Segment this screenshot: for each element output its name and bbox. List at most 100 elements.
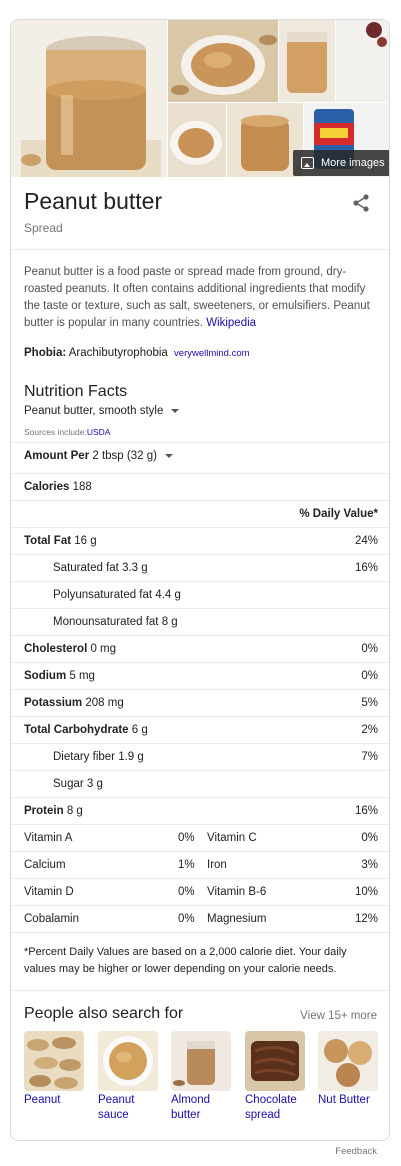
vitamin-row: Vitamin A 0% Vitamin C 0% [11,824,389,851]
share-icon[interactable] [351,193,371,213]
vitamin-name: Cobalamin [24,913,79,925]
nutrient-amount: 8 g [66,805,83,817]
nutrient-name: Total Fat [24,535,72,547]
jar2-image[interactable] [227,103,303,177]
nutrient-amount: 5 mg [69,670,95,682]
description: Peanut butter is a food paste or spread … [24,264,379,332]
vitamin-name: Vitamin C [207,832,257,844]
related-item-label: Chocolate spread [245,1094,297,1121]
vitamin-dv: 0% [178,913,195,925]
related-item-almond-butter[interactable]: Almond butter [171,1031,233,1123]
small-jar-image[interactable] [279,20,335,102]
vitamin-name: Vitamin A [24,832,73,844]
vitamin-dv: 1% [178,859,195,871]
dv-header-row: % Daily Value* [11,500,389,527]
nutrient-amount: 208 mg [85,697,124,709]
nutrient-row: Saturated fat 3.3 g 16% [11,554,389,581]
vitamin-dv: 0% [178,832,195,844]
nutrient-row: Protein 8 g 16% [11,797,389,824]
nut-butter-thumbnail [318,1031,378,1091]
calories-value: 188 [72,481,92,493]
almond-butter-thumbnail [171,1031,231,1091]
nuts-image[interactable] [336,20,389,102]
related-item-label: Peanut sauce [98,1094,135,1121]
sources-prefix: Sources include: [24,427,87,437]
nutrition-title: Nutrition Facts [24,383,128,400]
nutrition-variant-dropdown[interactable]: Peanut butter, smooth style [24,405,180,417]
entity-title: Peanut butter [24,188,163,214]
more-images-label: More images [321,157,385,169]
calories-row: Calories 188 [11,473,389,500]
nutrient-dv: 16% [354,562,378,574]
nutrient-dv: 24% [354,535,378,547]
description-text: Peanut butter is a food paste or spread … [24,266,370,329]
nutrient-dv: 2% [361,724,378,736]
sources: Sources include:USDA [24,427,110,437]
nutrient-row: Sodium 5 mg 0% [11,662,389,689]
nutrient-row: Sugar 3 g [11,770,389,797]
vitamin-dv: 0% [361,832,378,844]
usda-link[interactable]: USDA [86,427,111,437]
vitamin-name: Vitamin B-6 [207,886,267,898]
nutrient-name: Polyunsaturated fat [53,589,153,601]
image-icon [301,157,314,169]
amount-per-row[interactable]: Amount Per 2 tbsp (32 g) [11,442,389,469]
vitamin-name: Vitamin D [24,886,74,898]
nutrient-amount: 16 g [74,535,97,547]
more-images-button[interactable]: More images [293,150,389,176]
nutrient-dv: 16% [354,805,378,817]
vitamin-dv: 10% [354,886,378,898]
peanut-thumbnail [24,1031,84,1091]
phobia-source-link[interactable]: verywellmind.com [174,348,250,359]
jar-image[interactable] [11,20,167,177]
view-more-link[interactable]: View 15+ more [300,1010,377,1022]
daily-value-footnote: *Percent Daily Values are based on a 2,0… [24,946,347,975]
related-item-label: Almond butter [171,1094,210,1121]
nutrient-row: Total Fat 16 g 24% [11,527,389,554]
nutrient-amount: 1.9 g [118,751,144,763]
related-item-peanut[interactable]: Peanut [24,1031,86,1108]
nutrient-name: Saturated fat [53,562,119,574]
vitamin-dv: 12% [354,913,378,925]
knowledge-panel: More images Peanut butter Spread Peanut … [10,19,390,1141]
nutrient-name: Cholesterol [24,643,88,655]
vitamin-row: Vitamin D 0% Vitamin B-6 10% [11,878,389,905]
related-item-nut-butter[interactable]: Nut Butter [318,1031,380,1108]
divider [11,249,389,250]
nutrient-amount: 3.3 g [122,562,148,574]
nutrient-dv: 7% [361,751,378,763]
nutrient-amount: 3 g [86,778,103,790]
people-also-search-title: People also search for [24,1005,184,1022]
peanut-sauce-thumbnail [98,1031,158,1091]
nutrient-dv: 0% [361,670,378,682]
wikipedia-link[interactable]: Wikipedia [206,317,257,329]
calories-label: Calories [24,481,70,493]
nutrient-name: Potassium [24,697,83,709]
nutrient-row: Potassium 208 mg 5% [11,689,389,716]
amount-value: 2 tbsp (32 g) [92,450,157,462]
nutrient-amount: 4.4 g [155,589,181,601]
related-item-chocolate-spread[interactable]: Chocolate spread [245,1031,307,1123]
feedback-link[interactable]: Feedback [335,1146,377,1157]
vitamin-name: Iron [207,859,227,871]
nutrient-amount: 0 mg [90,643,117,655]
bowl-image[interactable] [168,20,278,102]
caret-down-icon [171,409,180,413]
nutrient-row: Total Carbohydrate 6 g 2% [11,716,389,743]
related-item-peanut-sauce[interactable]: Peanut sauce [98,1031,160,1123]
entity-subtitle: Spread [24,221,63,235]
amount-label: Amount Per [24,450,90,462]
bowl2-image[interactable] [168,103,226,177]
nutrient-amount: 8 g [161,616,178,628]
vitamin-dv: 0% [178,886,195,898]
nutrient-dv: 0% [361,643,378,655]
dv-header: % Daily Value* [299,508,378,520]
vitamin-row: Calcium 1% Iron 3% [11,851,389,878]
nutrition-variant: Peanut butter, smooth style [24,405,164,417]
chocolate-spread-thumbnail [245,1031,305,1091]
vitamin-name: Calcium [24,859,66,871]
vitamin-row: Cobalamin 0% Magnesium 12% [11,905,389,932]
nutrient-dv: 5% [361,697,378,709]
nutrient-amount: 6 g [131,724,148,736]
nutrient-name: Sodium [24,670,67,682]
